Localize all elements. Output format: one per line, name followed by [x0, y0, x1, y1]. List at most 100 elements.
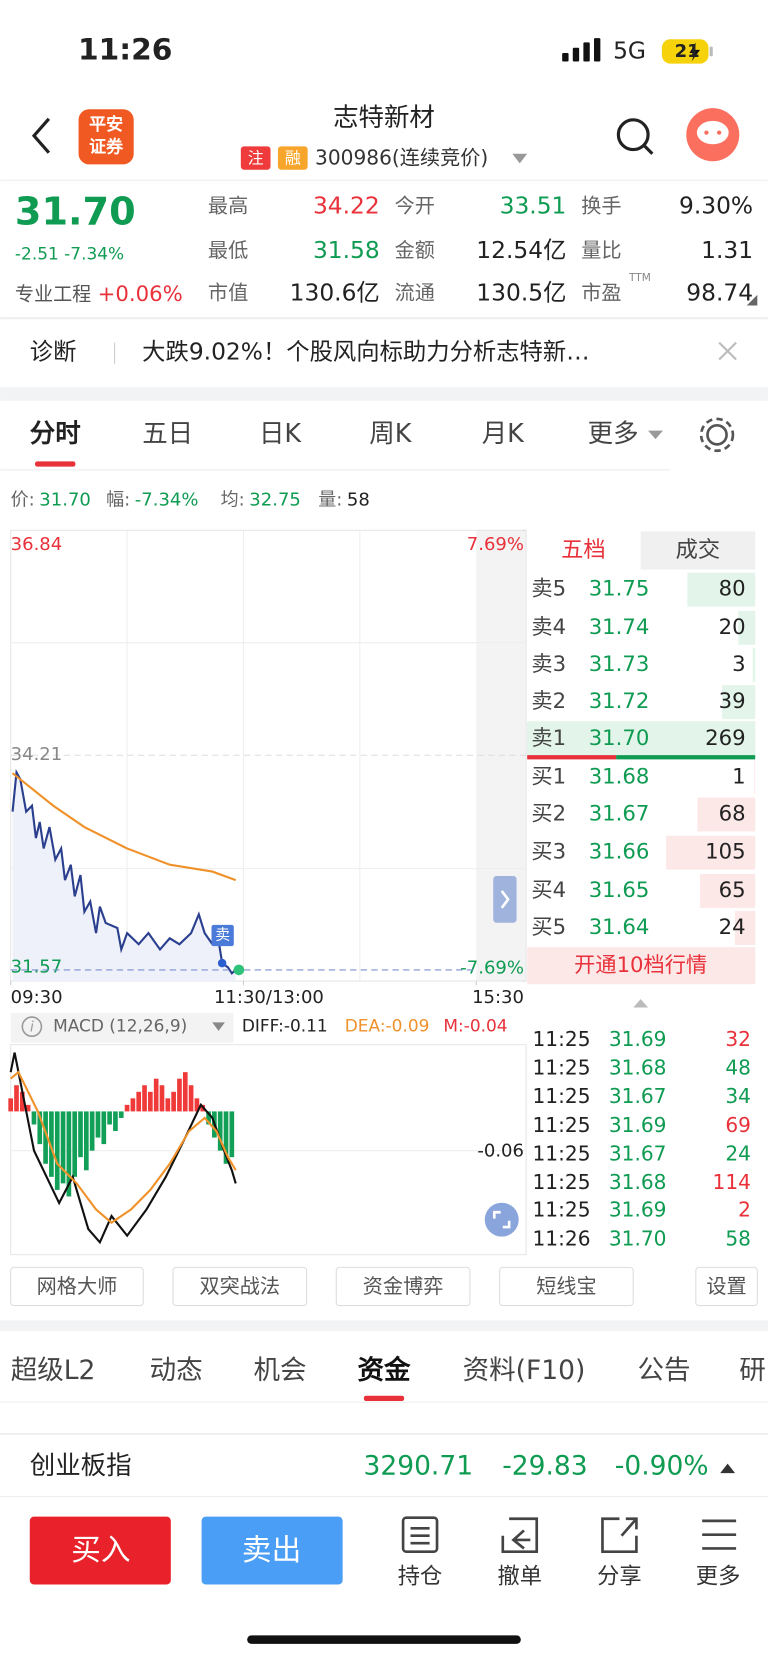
tool-button[interactable]: [10, 1266, 144, 1307]
legend-entry: DEA:-0.09: [345, 1016, 430, 1036]
book-volume: 20: [719, 615, 746, 640]
histogram-bar: [113, 1111, 118, 1132]
price-area: [12, 772, 236, 982]
expand-panel-button[interactable]: [493, 876, 517, 923]
indicator-selector[interactable]: [10, 1012, 234, 1043]
chart-tab[interactable]: 五日: [142, 419, 193, 449]
trade-time: 11:26: [532, 1226, 590, 1250]
volume-bar: [666, 835, 756, 870]
info-icon[interactable]: [21, 1016, 43, 1037]
diagnosis-label: 诊断: [30, 338, 77, 366]
book-volume: 105: [705, 840, 745, 865]
tool-label[interactable]: 设置: [706, 1274, 746, 1298]
histogram-bar: [130, 1098, 136, 1112]
book-tab[interactable]: 成交: [676, 537, 721, 563]
section-tab[interactable]: 机会: [254, 1355, 307, 1386]
legend-entry: M:-0.04: [443, 1016, 507, 1036]
indicator-title[interactable]: MACD (12,26,9): [53, 1016, 187, 1036]
tool-button[interactable]: [499, 1266, 634, 1307]
clock: 11:26: [78, 32, 173, 67]
settings-icon[interactable]: [706, 423, 728, 446]
chart-tab[interactable]: 日K: [259, 419, 302, 449]
upgrade-text[interactable]: 开通10档行情: [574, 953, 707, 978]
tool-button[interactable]: [172, 1266, 308, 1307]
chart-tab[interactable]: 分时: [30, 419, 81, 449]
chart-tab[interactable]: 周K: [369, 419, 412, 449]
chart-tab[interactable]: 更多: [588, 419, 639, 449]
stat-label: 最高: [208, 193, 248, 217]
book-volume: 39: [719, 689, 746, 714]
book-price: 31.73: [589, 652, 650, 677]
chart-tab[interactable]: 月K: [482, 419, 525, 449]
book-volume: 24: [719, 915, 746, 940]
trade-volume: 69: [725, 1113, 751, 1137]
tab-indicator: [363, 1395, 405, 1402]
book-volume: 80: [719, 577, 746, 602]
histogram-bar: [19, 1091, 25, 1112]
index-change: -29.83: [502, 1450, 587, 1481]
fullscreen-button[interactable]: [484, 1202, 519, 1237]
sell-label[interactable]: 卖出: [242, 1533, 301, 1568]
buy-label[interactable]: 买入: [71, 1533, 130, 1568]
avatar-dot: [717, 130, 722, 135]
section-tab[interactable]: 公告: [637, 1355, 690, 1386]
tool-label[interactable]: 资金博弈: [363, 1274, 444, 1298]
book-volume: 269: [705, 726, 745, 751]
book-tab[interactable]: 五档: [561, 537, 606, 563]
index-change-pct: -0.90%: [615, 1450, 709, 1481]
index-name: 创业板指: [30, 1451, 132, 1481]
volume-bar: [526, 722, 756, 757]
buy-button[interactable]: [29, 1516, 171, 1585]
trade-time: 11:25: [532, 1141, 590, 1165]
section-tab[interactable]: 资料(F10): [463, 1355, 586, 1386]
upgrade-banner[interactable]: [527, 947, 756, 985]
search-icon[interactable]: [616, 118, 650, 152]
dropdown-icon[interactable]: [512, 153, 528, 164]
tool-button[interactable]: [335, 1266, 471, 1307]
info-value: 32.75: [249, 490, 301, 511]
histogram-bar: [159, 1085, 165, 1112]
section-tab[interactable]: 资金: [358, 1355, 412, 1386]
section-tab[interactable]: 研: [739, 1355, 765, 1386]
stat-value: 9.30%: [679, 191, 753, 219]
volume-bar: [700, 873, 756, 908]
book-price: 31.66: [589, 840, 650, 865]
battery: [661, 39, 709, 64]
trade-volume: 34: [725, 1084, 751, 1108]
series-line: [11, 772, 237, 882]
trade-volume: 114: [713, 1170, 751, 1194]
histogram-bar: [49, 1111, 54, 1177]
y-tick-label: -0.06: [477, 1141, 524, 1162]
tool-label[interactable]: 双突战法: [199, 1274, 280, 1298]
section-tab[interactable]: 超级L2: [11, 1355, 96, 1386]
action-label[interactable]: 持仓: [398, 1564, 443, 1590]
diagnosis-text[interactable]: 大跌9.02%！个股风向标助力分析志特新…: [142, 338, 589, 366]
histogram-bar: [229, 1111, 235, 1158]
dropdown-icon[interactable]: [648, 430, 663, 440]
action-label[interactable]: 分享: [597, 1564, 642, 1590]
x-tick-label: 09:30: [11, 987, 63, 1008]
book-level: 买4: [531, 878, 566, 903]
histogram-bar: [25, 1104, 31, 1112]
action-label[interactable]: 更多: [696, 1564, 741, 1590]
sell-button[interactable]: [201, 1516, 343, 1585]
arrow-icon: [500, 890, 510, 909]
back-button[interactable]: [31, 117, 51, 154]
tool-label[interactable]: 短线宝: [536, 1274, 596, 1298]
expand-icon[interactable]: [720, 1463, 736, 1474]
stock-name: 志特新材: [333, 103, 435, 133]
action-label[interactable]: 撤单: [497, 1564, 542, 1590]
stat-value: 31.58: [313, 236, 380, 264]
current-point: [233, 964, 245, 976]
tool-label[interactable]: 网格大师: [37, 1274, 118, 1298]
info-icon-glyph: i: [30, 1020, 34, 1036]
info-value: -7.34%: [135, 490, 199, 511]
histogram-bar: [124, 1104, 130, 1112]
section-tab[interactable]: 动态: [150, 1355, 203, 1386]
tool-button[interactable]: [695, 1266, 758, 1307]
histogram-bar: [78, 1111, 83, 1158]
histogram-bar: [118, 1111, 124, 1118]
close-button[interactable]: [718, 341, 737, 361]
